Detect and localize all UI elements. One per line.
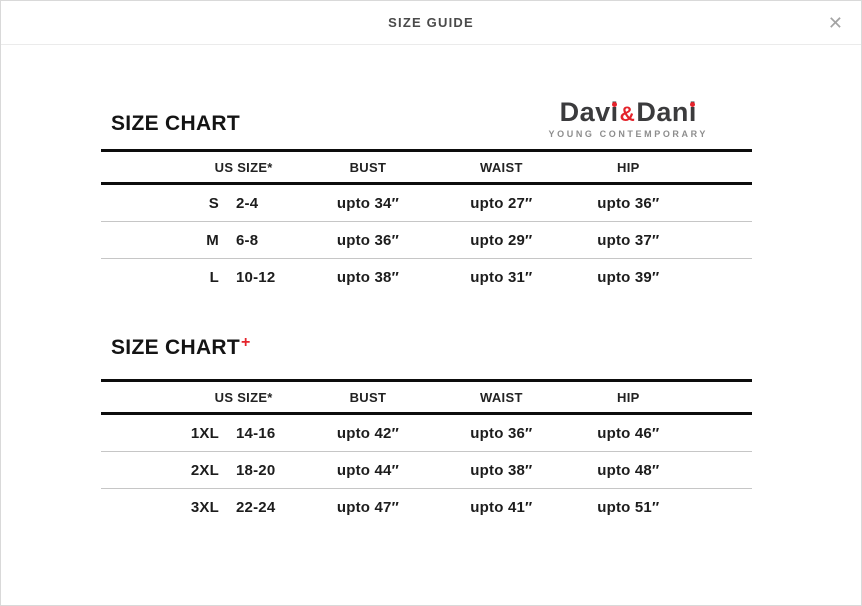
modal-header: SIZE GUIDE ✕ (1, 1, 861, 45)
waist-cell: upto 27″ (470, 194, 533, 212)
section-head: SIZE CHART Davi&Dani YOUNG CONTEMPORARY (101, 99, 752, 143)
size-label: 1XL (190, 424, 219, 442)
hip-cell: upto 48″ (597, 461, 660, 479)
brand-name: Davi&Dani (549, 99, 708, 126)
table-row: 1XL 14-16 upto 42″ upto 36″ upto 46″ (101, 415, 752, 453)
waist-cell: upto 38″ (470, 461, 533, 479)
table-header-row: US SIZE* BUST WAIST HIP (101, 152, 752, 185)
waist-cell: upto 36″ (470, 424, 533, 442)
bust-cell: upto 42″ (336, 424, 399, 442)
section-title-text: SIZE CHART (111, 336, 240, 359)
bust-cell: upto 34″ (336, 194, 399, 212)
col-header-us-size: US SIZE* (214, 159, 273, 175)
size-range: 10-12 (236, 269, 276, 286)
size-range: 6-8 (236, 231, 259, 249)
size-table-plus: US SIZE* BUST WAIST HIP 1XL 14-16 upto 42… (101, 379, 752, 526)
section-title-plus: SIZE CHART+ (111, 334, 251, 359)
bust-cell: upto 44″ (336, 461, 399, 479)
brand-tagline: YOUNG CONTEMPORARY (548, 129, 708, 139)
bust-cell: upto 36″ (336, 231, 399, 249)
col-header-hip: HIP (617, 159, 640, 175)
size-label: M (206, 231, 219, 249)
size-cell: 2XL 18-20 (101, 462, 296, 479)
close-icon[interactable]: ✕ (827, 12, 843, 33)
hip-cell: upto 37″ (597, 231, 660, 249)
hip-cell: upto 36″ (597, 194, 660, 212)
table-row: 2XL 18-20 upto 44″ upto 38″ upto 48″ (101, 452, 752, 490)
size-cell: M 6-8 (101, 232, 296, 249)
table-row: 3XL 22-24 upto 47″ upto 41″ upto 51″ (101, 489, 752, 526)
col-header-waist: WAIST (480, 159, 523, 175)
size-label: 3XL (190, 499, 219, 517)
brand-name-right: Dani (636, 97, 697, 127)
size-range: 14-16 (236, 424, 276, 442)
size-label: S (208, 194, 219, 212)
hip-cell: upto 46″ (597, 424, 660, 442)
modal-title: SIZE GUIDE (388, 15, 474, 30)
bust-cell: upto 47″ (336, 499, 399, 517)
size-range: 18-20 (236, 461, 276, 479)
section-head: SIZE CHART+ (101, 334, 752, 367)
size-cell: L 10-12 (101, 269, 296, 286)
size-cell: S 2-4 (101, 195, 296, 212)
size-label: 2XL (190, 461, 219, 479)
table-row: M 6-8 upto 36″ upto 29″ upto 37″ (101, 222, 752, 259)
size-chart-regular-section: SIZE CHART Davi&Dani YOUNG CONTEMPORARY … (101, 99, 752, 296)
modal-body: SIZE CHART Davi&Dani YOUNG CONTEMPORARY … (1, 99, 861, 526)
col-header-us-size: US SIZE* (214, 389, 273, 405)
size-table-regular: US SIZE* BUST WAIST HIP S 2-4 upto 34″ up… (101, 149, 752, 296)
col-header-bust: BUST (349, 389, 387, 405)
waist-cell: upto 31″ (470, 269, 533, 286)
brand-logo: Davi&Dani YOUNG CONTEMPORARY (548, 99, 708, 140)
brand-name-left: Davi (559, 97, 619, 127)
bust-cell: upto 38″ (336, 269, 399, 286)
col-header-waist: WAIST (480, 389, 523, 405)
col-header-bust: BUST (349, 159, 387, 175)
brand-ampersand: & (619, 103, 636, 126)
size-cell: 1XL 14-16 (101, 425, 296, 442)
col-header-hip: HIP (617, 389, 640, 405)
hip-cell: upto 51″ (597, 499, 660, 517)
size-guide-modal: SIZE GUIDE ✕ SIZE CHART Davi&Dani YOUNG … (1, 1, 861, 526)
hip-cell: upto 39″ (597, 269, 660, 286)
waist-cell: upto 41″ (470, 499, 533, 517)
waist-cell: upto 29″ (470, 231, 533, 249)
size-label: L (209, 269, 219, 286)
table-row: S 2-4 upto 34″ upto 27″ upto 36″ (101, 185, 752, 222)
size-range: 22-24 (236, 499, 276, 517)
table-header-row: US SIZE* BUST WAIST HIP (101, 382, 752, 416)
size-range: 2-4 (236, 194, 259, 212)
section-title-text: SIZE CHART (111, 111, 240, 135)
size-chart-plus-section: SIZE CHART+ US SIZE* BUST WAIST HIP 1XL 1… (101, 334, 752, 526)
section-title-regular: SIZE CHART (111, 110, 241, 135)
plus-suffix: + (241, 334, 251, 351)
table-row: L 10-12 upto 38″ upto 31″ upto 39″ (101, 259, 752, 296)
size-cell: 3XL 22-24 (101, 499, 296, 516)
